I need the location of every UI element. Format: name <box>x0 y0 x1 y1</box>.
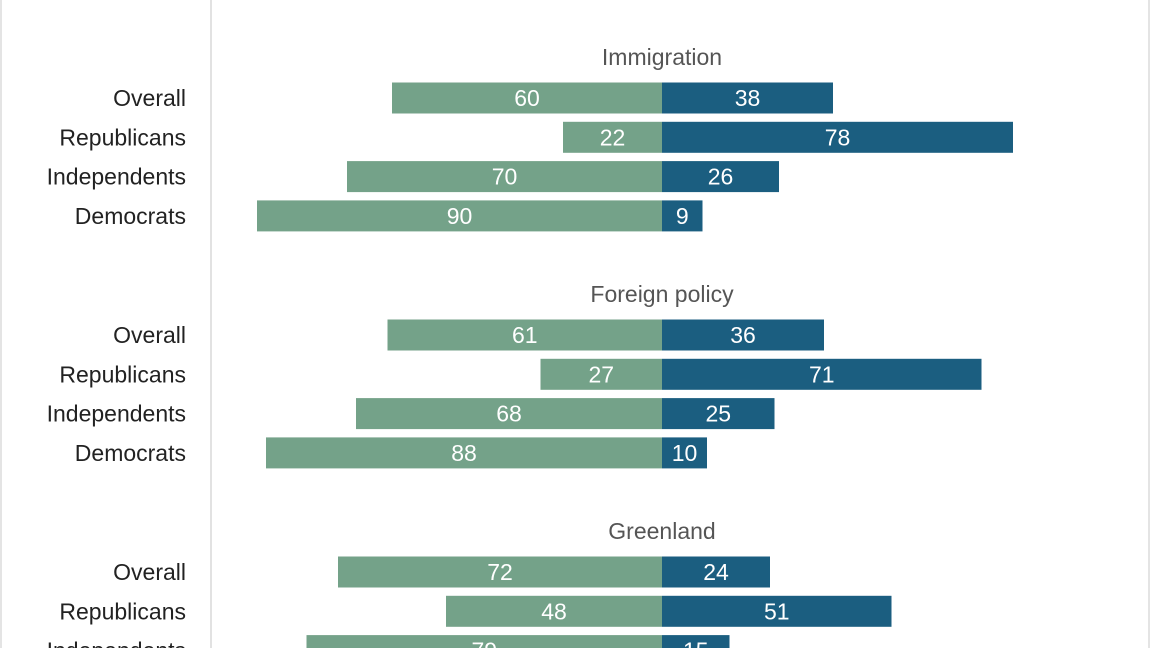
category-label: Democrats <box>75 440 186 466</box>
bar-right <box>662 398 775 430</box>
data-label-left: 68 <box>496 401 522 427</box>
data-label-right: 38 <box>735 85 761 111</box>
bar-left <box>306 635 662 648</box>
bar-right <box>662 319 824 351</box>
data-label-left: 61 <box>512 322 538 348</box>
bar-right <box>662 82 833 114</box>
data-label-left: 72 <box>487 559 513 585</box>
data-label-right: 51 <box>764 598 790 624</box>
bar-left <box>356 398 662 430</box>
data-label-right: 36 <box>730 322 756 348</box>
bar-right <box>662 635 730 648</box>
bar-right <box>662 200 703 232</box>
category-label: Independents <box>47 638 186 648</box>
category-label: Overall <box>113 322 186 348</box>
bar-left <box>387 319 662 351</box>
data-label-right: 78 <box>825 124 851 150</box>
data-label-right: 15 <box>683 638 709 648</box>
panel-title: Foreign policy <box>590 281 734 307</box>
category-label: Independents <box>47 164 186 190</box>
data-label-left: 48 <box>541 598 567 624</box>
data-label-left: 88 <box>451 440 477 466</box>
category-label: Republicans <box>59 598 186 624</box>
data-label-right: 24 <box>703 559 729 585</box>
data-label-left: 27 <box>588 361 614 387</box>
category-label: Republicans <box>59 361 186 387</box>
data-label-left: 90 <box>447 203 473 229</box>
bar-left <box>563 121 662 153</box>
data-label-right: 10 <box>672 440 698 466</box>
category-label: Republicans <box>59 124 186 150</box>
bar-left <box>392 82 662 114</box>
category-label: Democrats <box>75 203 186 229</box>
data-label-left: 79 <box>471 638 497 648</box>
bar-left <box>266 437 662 469</box>
data-label-right: 9 <box>676 203 689 229</box>
category-label: Overall <box>113 559 186 585</box>
data-label-left: 70 <box>492 164 518 190</box>
bar-right <box>662 121 1013 153</box>
bar-right <box>662 556 770 588</box>
bar-right <box>662 437 707 469</box>
bar-left <box>446 595 662 627</box>
bar-left <box>257 200 662 232</box>
panel-title: Greenland <box>608 518 715 544</box>
bar-left <box>540 358 662 390</box>
bar-left <box>338 556 662 588</box>
panel-title: Immigration <box>602 44 722 70</box>
data-label-right: 25 <box>705 401 731 427</box>
data-label-right: 26 <box>708 164 734 190</box>
data-label-left: 60 <box>514 85 540 111</box>
bar-left <box>347 161 662 193</box>
bar-right <box>662 161 779 193</box>
label-divider <box>210 0 212 648</box>
category-label: Overall <box>113 85 186 111</box>
data-label-right: 71 <box>809 361 835 387</box>
data-label-left: 22 <box>600 124 626 150</box>
bar-right <box>662 595 892 627</box>
category-label: Independents <box>47 401 186 427</box>
bar-right <box>662 358 982 390</box>
